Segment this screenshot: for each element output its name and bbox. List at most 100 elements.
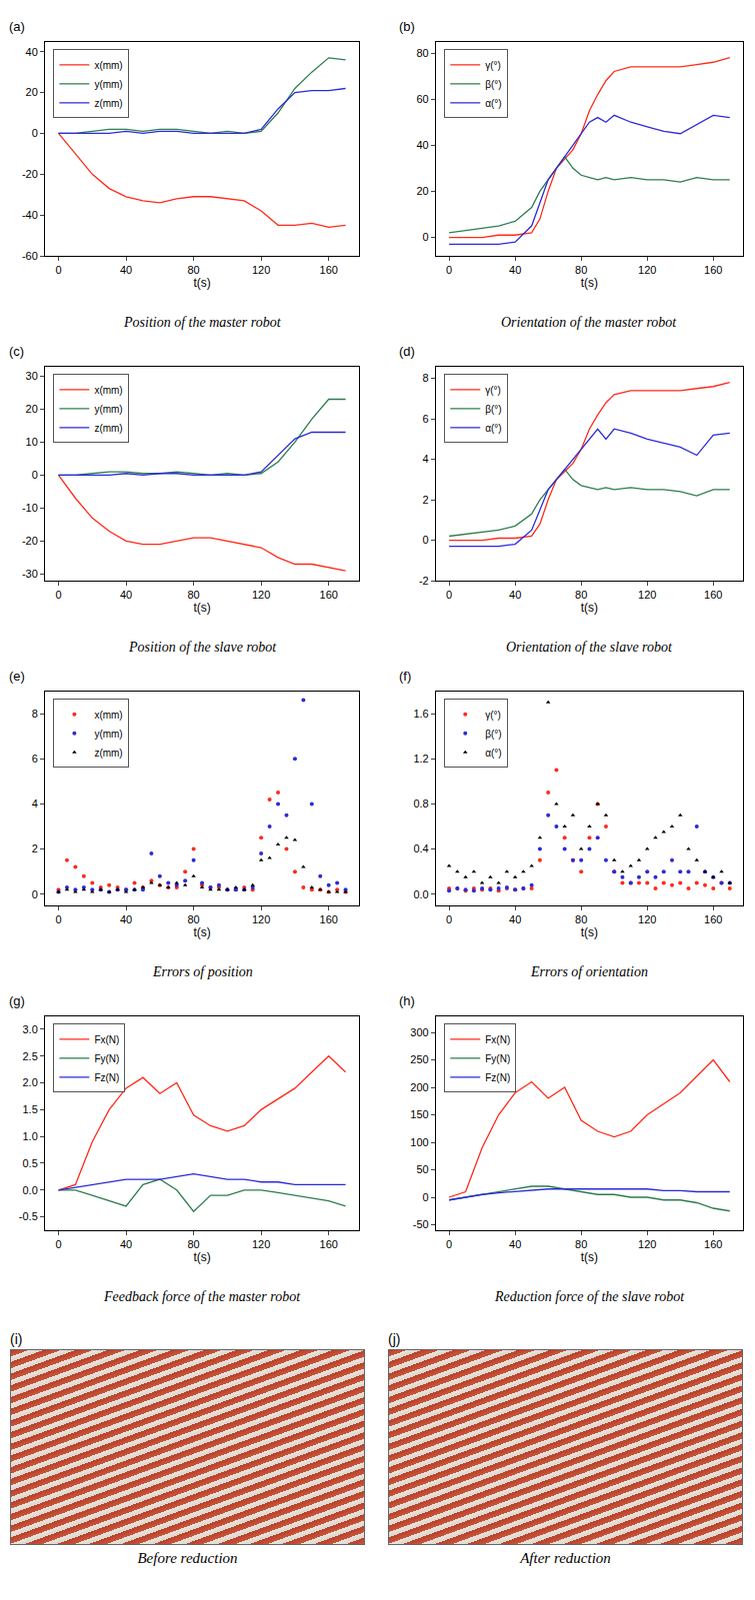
svg-text:x(mm): x(mm)	[94, 710, 122, 721]
svg-text:Orientation of the master robo: Orientation of the master robot	[501, 315, 677, 330]
svg-text:Position of the slave robot: Position of the slave robot	[128, 640, 277, 655]
svg-text:80: 80	[575, 1239, 587, 1251]
svg-text:-40: -40	[22, 209, 38, 221]
svg-text:γ(°): γ(°)	[485, 710, 501, 721]
svg-text:2.0: 2.0	[23, 1077, 38, 1089]
svg-text:1.0: 1.0	[23, 1131, 38, 1143]
svg-text:z(mm): z(mm)	[94, 98, 122, 109]
svg-text:-20: -20	[22, 168, 38, 180]
svg-text:Position of the master robot: Position of the master robot	[123, 315, 282, 330]
svg-text:t(s): t(s)	[581, 276, 598, 290]
svg-text:α(°): α(°)	[485, 423, 501, 434]
svg-text:0: 0	[55, 914, 61, 926]
svg-text:4: 4	[423, 453, 429, 465]
svg-text:120: 120	[252, 589, 270, 601]
svg-text:0: 0	[32, 469, 38, 481]
svg-text:t(s): t(s)	[193, 926, 210, 940]
svg-text:80: 80	[575, 264, 587, 276]
svg-text:z(mm): z(mm)	[94, 748, 122, 759]
svg-text:80: 80	[575, 914, 587, 926]
svg-text:2: 2	[423, 494, 429, 506]
svg-text:-60: -60	[22, 250, 38, 262]
svg-text:40: 40	[509, 914, 521, 926]
svg-text:160: 160	[704, 264, 722, 276]
svg-text:2: 2	[32, 843, 38, 855]
svg-text:3.0: 3.0	[23, 1024, 38, 1036]
svg-text:8: 8	[32, 708, 38, 720]
svg-text:Fz(N): Fz(N)	[94, 1073, 119, 1084]
svg-text:200: 200	[410, 1082, 428, 1094]
svg-text:20: 20	[416, 185, 428, 197]
svg-text:β(°): β(°)	[485, 79, 501, 90]
svg-text:0: 0	[423, 1192, 429, 1204]
svg-text:120: 120	[638, 264, 656, 276]
svg-text:β(°): β(°)	[485, 404, 501, 415]
svg-text:t(s): t(s)	[193, 601, 210, 615]
svg-text:1.5: 1.5	[23, 1104, 38, 1116]
svg-text:60: 60	[416, 93, 428, 105]
svg-text:-10: -10	[22, 502, 38, 514]
svg-text:(h): (h)	[399, 994, 415, 1009]
svg-text:t(s): t(s)	[581, 926, 598, 940]
svg-text:0: 0	[55, 1239, 61, 1251]
svg-text:40: 40	[120, 589, 132, 601]
svg-text:y(mm): y(mm)	[94, 79, 122, 90]
svg-text:x(mm): x(mm)	[94, 60, 122, 71]
svg-text:160: 160	[320, 264, 338, 276]
svg-text:20: 20	[26, 403, 38, 415]
svg-text:-0.5: -0.5	[19, 1211, 38, 1223]
svg-text:β(°): β(°)	[485, 729, 501, 740]
svg-text:160: 160	[320, 914, 338, 926]
svg-text:120: 120	[252, 264, 270, 276]
svg-text:80: 80	[187, 1239, 199, 1251]
svg-text:-2: -2	[419, 575, 429, 587]
svg-text:(c): (c)	[9, 344, 24, 359]
svg-text:1.2: 1.2	[413, 753, 428, 765]
svg-text:40: 40	[26, 46, 38, 58]
svg-text:0.5: 0.5	[23, 1158, 38, 1170]
svg-text:80: 80	[575, 589, 587, 601]
svg-text:Fy(N): Fy(N)	[94, 1054, 119, 1065]
svg-text:0: 0	[446, 914, 452, 926]
svg-text:0: 0	[423, 534, 429, 546]
svg-text:z(mm): z(mm)	[94, 423, 122, 434]
svg-text:160: 160	[320, 589, 338, 601]
svg-text:Fy(N): Fy(N)	[485, 1054, 510, 1065]
svg-text:30: 30	[26, 370, 38, 382]
svg-text:0: 0	[55, 589, 61, 601]
svg-text:4: 4	[32, 798, 38, 810]
svg-text:120: 120	[638, 589, 656, 601]
svg-text:Reduction force of the slave r: Reduction force of the slave robot	[494, 1290, 685, 1305]
svg-text:t(s): t(s)	[581, 1251, 598, 1265]
svg-text:-30: -30	[22, 568, 38, 580]
svg-text:2.5: 2.5	[23, 1051, 38, 1063]
svg-text:40: 40	[509, 1239, 521, 1251]
svg-text:(g): (g)	[9, 994, 25, 1009]
svg-text:0: 0	[446, 589, 452, 601]
svg-text:120: 120	[252, 914, 270, 926]
svg-text:(e): (e)	[9, 669, 25, 684]
svg-text:(d): (d)	[399, 344, 415, 359]
svg-text:Orientation of the slave robot: Orientation of the slave robot	[506, 640, 673, 655]
svg-text:t(s): t(s)	[193, 1251, 210, 1265]
svg-text:80: 80	[187, 589, 199, 601]
svg-text:0: 0	[32, 127, 38, 139]
svg-text:-20: -20	[22, 535, 38, 547]
svg-text:40: 40	[416, 139, 428, 151]
svg-text:160: 160	[704, 1239, 722, 1251]
svg-text:-50: -50	[413, 1219, 429, 1231]
svg-text:y(mm): y(mm)	[94, 404, 122, 415]
svg-text:0.8: 0.8	[413, 798, 428, 810]
svg-text:0.0: 0.0	[23, 1185, 38, 1197]
svg-text:Fx(N): Fx(N)	[94, 1035, 119, 1046]
svg-text:100: 100	[410, 1137, 428, 1149]
svg-text:0: 0	[446, 264, 452, 276]
svg-text:0: 0	[32, 889, 38, 901]
svg-text:80: 80	[187, 264, 199, 276]
svg-text:40: 40	[509, 264, 521, 276]
svg-text:t(s): t(s)	[581, 601, 598, 615]
svg-text:Errors of orientation: Errors of orientation	[530, 965, 648, 980]
svg-text:40: 40	[509, 589, 521, 601]
svg-text:250: 250	[410, 1054, 428, 1066]
svg-text:6: 6	[32, 753, 38, 765]
